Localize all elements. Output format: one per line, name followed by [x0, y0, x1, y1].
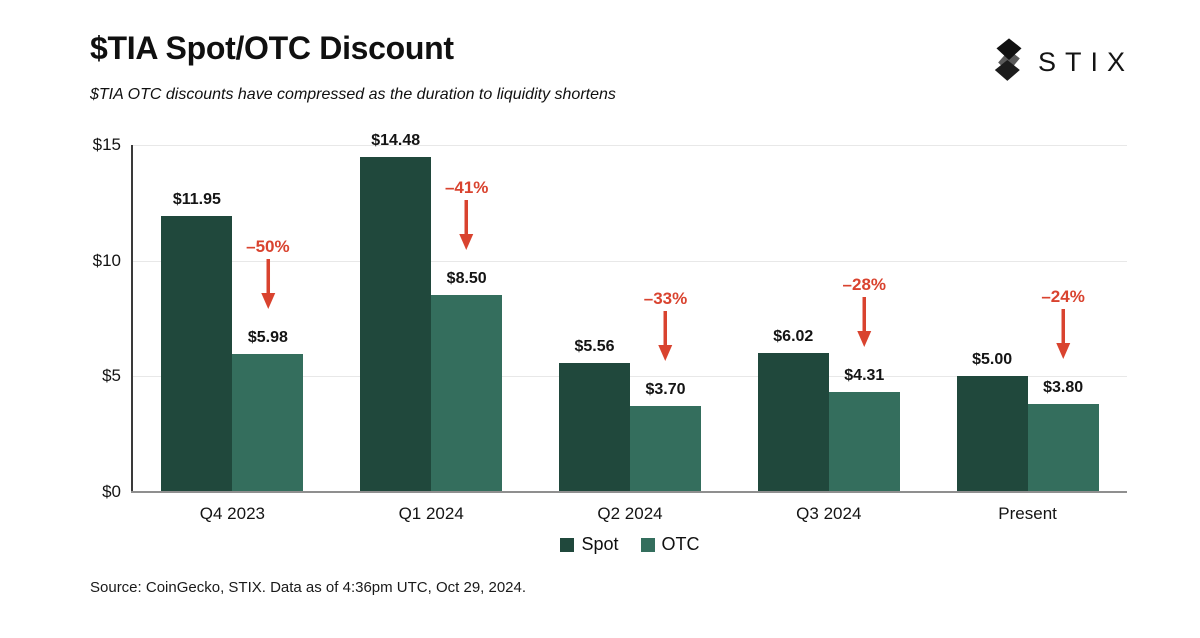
otc-bar — [431, 295, 503, 492]
spot-bar — [757, 352, 829, 492]
otc-value-label: $3.70 — [645, 381, 686, 399]
discount-annotation: –24% — [1041, 287, 1085, 364]
discount-label: –28% — [842, 275, 887, 295]
discount-annotation: –28% — [843, 275, 886, 352]
legend-swatch — [640, 537, 655, 552]
otc-value-label: $8.50 — [446, 270, 487, 288]
discount-label: –33% — [643, 289, 688, 309]
plot-area: Q4 2023 $11.95 $5.98 –50% Q1 2024 $14.48 $8.50… — [131, 132, 1127, 523]
page-title: $TIA Spot/OTC Discount — [90, 30, 454, 66]
otc-bar — [232, 353, 304, 492]
chart-subtitle: $TIA OTC discounts have compressed as th… — [90, 86, 616, 103]
chart-legend: Spot OTC — [133, 534, 1127, 555]
x-axis-tick-label: Q1 2024 — [398, 504, 464, 523]
down-arrow-icon — [260, 258, 276, 314]
discount-label: –24% — [1041, 287, 1085, 307]
source-note: Source: CoinGecko, STIX. Data as of 4:36… — [90, 579, 527, 596]
discount-annotation: –41% — [445, 178, 488, 255]
spot-value-label: $5.56 — [574, 338, 615, 356]
otc-value-label: $5.98 — [247, 328, 288, 346]
spot-value-label: $5.00 — [972, 351, 1013, 369]
spot-value-label: $11.95 — [172, 190, 221, 208]
stix-diamond-icon — [994, 34, 1024, 91]
spot-value-label: $14.48 — [371, 132, 421, 150]
y-axis-tick-label: $0 — [102, 482, 121, 501]
x-axis-line — [131, 491, 1127, 493]
otc-bar — [1027, 404, 1099, 492]
stix-logo: STIX — [994, 34, 1125, 91]
y-axis-line — [131, 145, 133, 492]
discount-annotation: –50% — [246, 236, 290, 314]
discount-label: –50% — [246, 236, 290, 256]
down-arrow-icon — [459, 200, 475, 255]
otc-value-label: $3.80 — [1043, 379, 1084, 397]
otc-value-label: $4.31 — [844, 367, 885, 385]
y-axis-tick-label: $5 — [102, 366, 121, 386]
otc-bar — [828, 392, 900, 492]
spot-value-label: $6.02 — [773, 327, 814, 345]
legend-item: Spot — [560, 534, 619, 555]
gridline — [133, 260, 1127, 262]
x-axis-tick-label: Q2 2024 — [597, 504, 663, 523]
stix-logo-text: STIX — [1037, 47, 1134, 77]
down-arrow-icon — [856, 297, 872, 352]
y-axis-tick-label: $10 — [92, 250, 121, 270]
legend-label: Spot — [581, 534, 619, 554]
down-arrow-icon — [657, 311, 673, 366]
legend-label: OTC — [661, 534, 700, 554]
gridline — [133, 145, 1127, 146]
y-axis-tick-label: $15 — [92, 135, 121, 154]
spot-bar — [360, 157, 432, 492]
x-axis-tick-label: Q4 2023 — [199, 504, 266, 523]
spot-bar — [956, 376, 1028, 492]
spot-bar — [559, 363, 630, 492]
x-axis-tick-label: Present — [998, 504, 1057, 523]
discount-annotation: –33% — [644, 289, 687, 366]
gridline — [133, 376, 1127, 378]
down-arrow-icon — [1055, 309, 1071, 364]
legend-swatch — [560, 537, 575, 552]
x-axis-tick-label: Q3 2024 — [796, 504, 862, 523]
legend-item: OTC — [640, 534, 700, 555]
spot-bar — [161, 215, 233, 492]
otc-bar — [630, 406, 701, 492]
discount-label: –41% — [444, 178, 489, 198]
